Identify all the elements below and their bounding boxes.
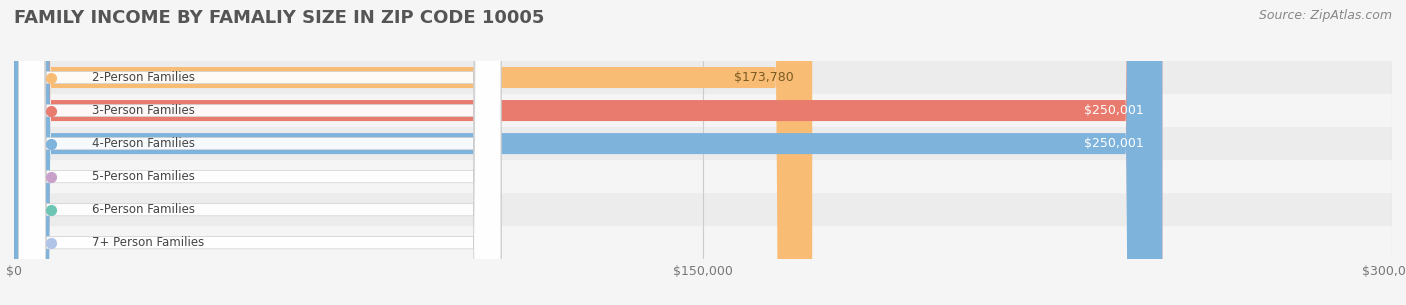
Text: $173,780: $173,780 [734,71,794,84]
Text: 2-Person Families: 2-Person Families [93,71,195,84]
Text: $0: $0 [42,170,58,183]
Text: $250,001: $250,001 [1084,137,1144,150]
Text: $250,001: $250,001 [1084,104,1144,117]
Text: FAMILY INCOME BY FAMALIY SIZE IN ZIP CODE 10005: FAMILY INCOME BY FAMALIY SIZE IN ZIP COD… [14,9,544,27]
FancyBboxPatch shape [18,0,501,305]
FancyBboxPatch shape [18,0,501,305]
Text: 3-Person Families: 3-Person Families [93,104,195,117]
Text: 5-Person Families: 5-Person Families [93,170,195,183]
FancyBboxPatch shape [14,0,1163,305]
FancyBboxPatch shape [14,127,1392,160]
FancyBboxPatch shape [14,94,1392,127]
Text: $0: $0 [42,236,58,249]
FancyBboxPatch shape [18,0,501,305]
FancyBboxPatch shape [18,0,501,305]
Text: Source: ZipAtlas.com: Source: ZipAtlas.com [1258,9,1392,22]
FancyBboxPatch shape [14,226,1392,259]
Text: $0: $0 [42,203,58,216]
FancyBboxPatch shape [14,0,813,305]
Text: 4-Person Families: 4-Person Families [93,137,195,150]
FancyBboxPatch shape [14,193,1392,226]
FancyBboxPatch shape [18,0,501,305]
Text: 7+ Person Families: 7+ Person Families [93,236,204,249]
FancyBboxPatch shape [14,0,1163,305]
FancyBboxPatch shape [14,61,1392,94]
FancyBboxPatch shape [18,0,501,305]
Text: 6-Person Families: 6-Person Families [93,203,195,216]
FancyBboxPatch shape [14,160,1392,193]
